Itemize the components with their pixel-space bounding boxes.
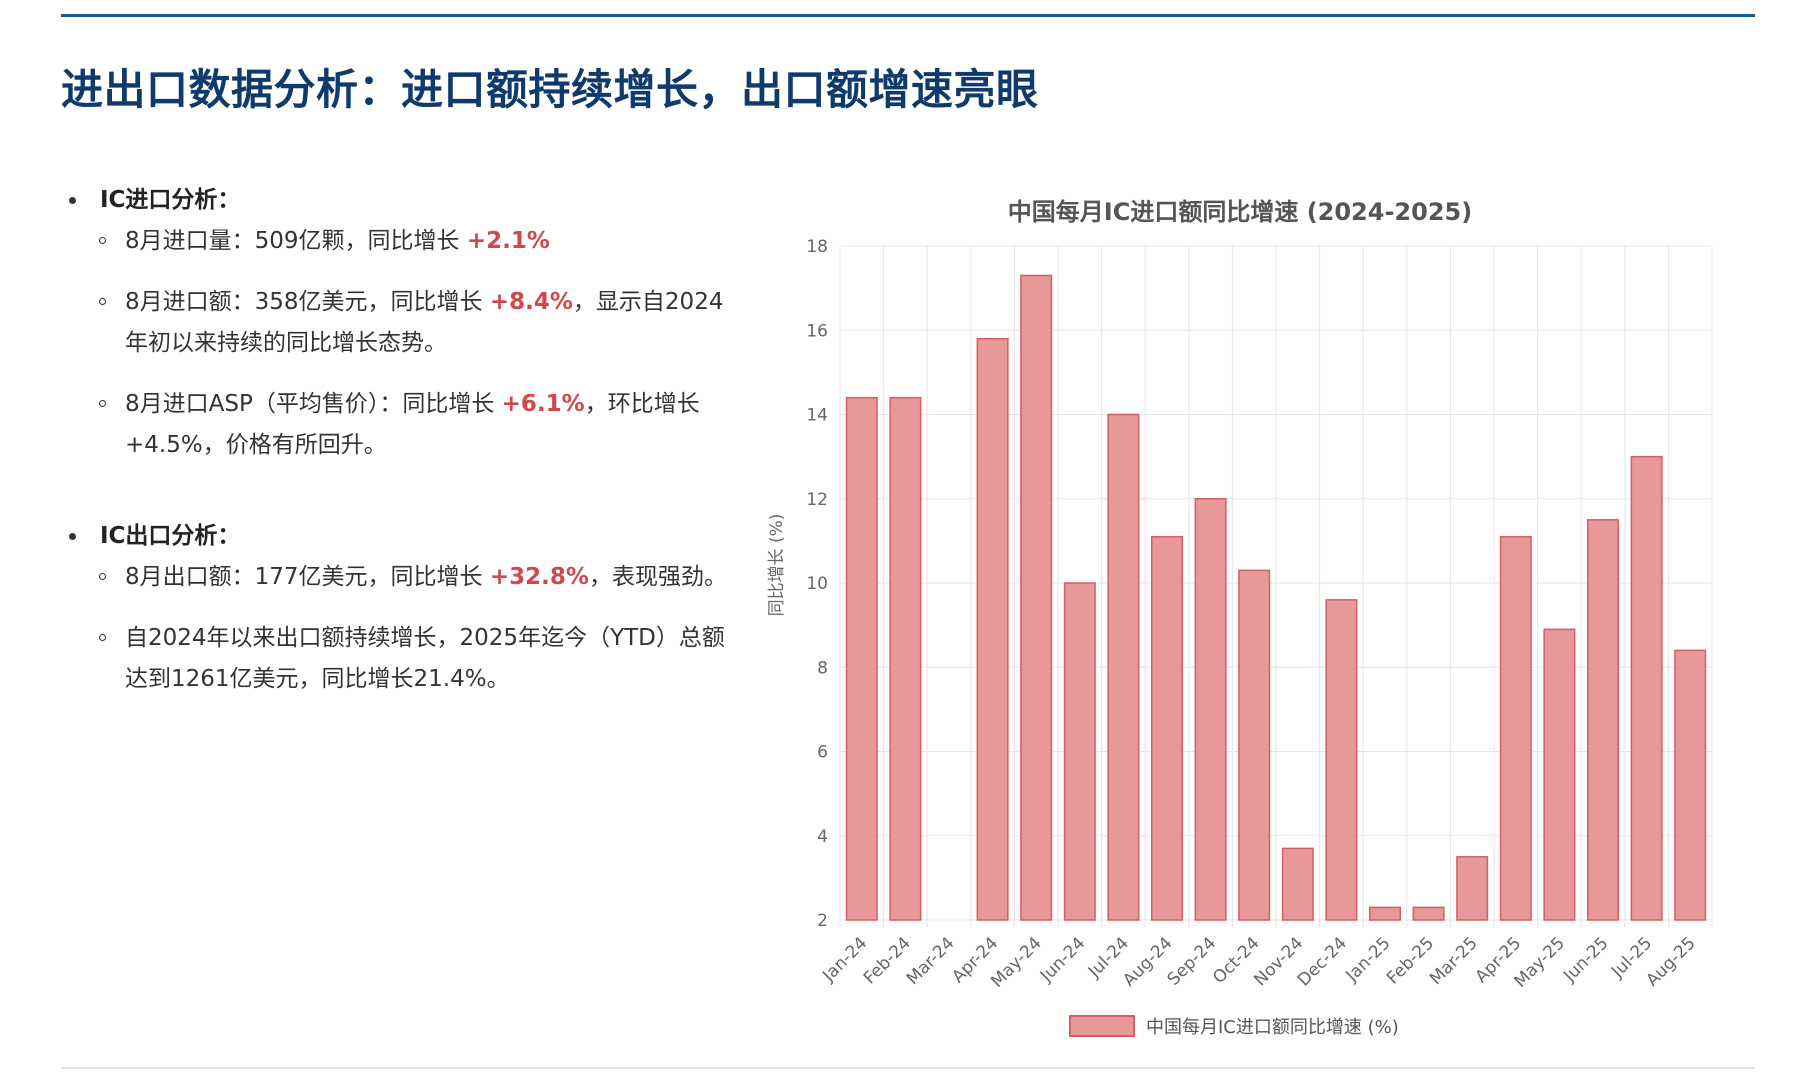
y-axis-label: 同比增长 (%) (767, 514, 787, 617)
bar (1543, 628, 1576, 921)
y-tick-label: 18 (806, 237, 828, 257)
y-tick-label: 16 (806, 321, 828, 341)
bar (1368, 906, 1402, 921)
legend-label: 中国每月IC进口额同比增速 (%) (1146, 1017, 1399, 1038)
list-item: 自2024年以来出口额持续增长，2025年迄今（YTD）总额达到1261亿美元，… (93, 618, 741, 700)
y-tick-label: 2 (817, 911, 828, 931)
export-heading: IC出口分析： (61, 516, 741, 557)
legend-swatch (1069, 1015, 1135, 1037)
x-tick-label: Feb-24 (860, 933, 915, 988)
bar (1107, 413, 1140, 921)
export-list: 8月出口额：177亿美元，同比增长 +32.8%，表现强劲。 自2024年以来出… (61, 557, 741, 700)
top-divider (61, 14, 1755, 17)
export-section: IC出口分析： 8月出口额：177亿美元，同比增长 +32.8%，表现强劲。 自… (61, 516, 741, 700)
x-tick-label: Mar-24 (903, 933, 959, 989)
bar (1020, 274, 1053, 921)
y-tick-label: 12 (806, 490, 828, 510)
bar (976, 337, 1009, 921)
bar (1674, 649, 1707, 921)
list-item: 8月出口额：177亿美元，同比增长 +32.8%，表现强劲。 (93, 557, 741, 598)
list-item: 8月进口量：509亿颗，同比增长 +2.1% (93, 221, 741, 262)
import-heading-text: IC进口分析： (100, 187, 241, 213)
y-tick-label: 14 (806, 406, 828, 426)
x-tick-label: Feb-25 (1383, 933, 1438, 988)
bullet-dot-icon (69, 197, 76, 204)
bar-layer (845, 274, 1707, 921)
import-list: 8月进口量：509亿颗，同比增长 +2.1% 8月进口额：358亿美元，同比增长… (61, 221, 741, 466)
list-item: 8月进口额：358亿美元，同比增长 +8.4%，显示自2024年初以来持续的同比… (93, 282, 741, 364)
x-axis-ticks: Jan-24Feb-24Mar-24Apr-24May-24Jun-24Jul-… (818, 933, 1699, 991)
circle-bullet-icon (99, 573, 106, 580)
item-text-tail: ，环比增长+4.5%，价格有所回升。 (125, 391, 700, 458)
bar (1499, 535, 1532, 921)
item-highlight: +32.8% (489, 564, 589, 590)
y-tick-label: 8 (817, 658, 828, 678)
bar (1630, 455, 1663, 921)
bar (1456, 856, 1489, 921)
bar (1586, 519, 1620, 921)
item-text: 8月进口ASP（平均售价）：同比增长 (125, 391, 502, 417)
bar (1150, 535, 1184, 921)
item-text: 8月出口额：177亿美元，同比增长 (125, 564, 490, 590)
chart-svg: 中国每月IC进口额同比增速 (2024-2025) 2 4 6 8 10 12 14 16 18… (767, 198, 1713, 1038)
x-tick-label: Aug-25 (1642, 933, 1699, 990)
bar (1412, 906, 1445, 921)
circle-bullet-icon (99, 634, 106, 641)
x-tick-label: Aug-24 (1119, 933, 1176, 990)
bullet-dot-icon (69, 533, 76, 540)
x-tick-label: Mar-25 (1426, 933, 1482, 989)
item-highlight: +2.1% (466, 228, 550, 254)
x-tick-label: Sep-24 (1164, 933, 1220, 989)
item-highlight: +6.1% (501, 391, 585, 417)
analysis-panel: IC进口分析： 8月进口量：509亿颗，同比增长 +2.1% 8月进口额：358… (61, 180, 741, 700)
item-text: 8月进口额：358亿美元，同比增长 (125, 289, 490, 315)
item-text: 自2024年以来出口额持续增长，2025年迄今（YTD）总额达到1261亿美元，… (125, 625, 725, 692)
bar (889, 396, 922, 921)
legend: 中国每月IC进口额同比增速 (%) (1069, 1015, 1399, 1038)
bar (1194, 498, 1227, 921)
y-axis-ticks: 2 4 6 8 10 12 14 16 18 (806, 237, 828, 931)
import-heading: IC进口分析： (61, 180, 741, 221)
y-tick-label: 6 (817, 743, 828, 763)
x-tick-label: Jun-25 (1559, 933, 1612, 986)
bar (1238, 569, 1271, 921)
y-tick-label: 10 (806, 574, 828, 594)
item-text-tail: ，表现强劲。 (588, 564, 727, 590)
circle-bullet-icon (99, 298, 106, 305)
item-text: 8月进口量：509亿颗，同比增长 (125, 228, 467, 254)
import-section: IC进口分析： 8月进口量：509亿颗，同比增长 +2.1% 8月进口额：358… (61, 180, 741, 466)
bar (845, 396, 878, 921)
list-item: 8月进口ASP（平均售价）：同比增长 +6.1%，环比增长+4.5%，价格有所回… (93, 384, 741, 466)
page-title: 进出口数据分析：进口额持续增长，出口额增速亮眼 (61, 65, 1039, 114)
grid-layer (839, 245, 1713, 928)
bar (1281, 847, 1314, 921)
export-heading-text: IC出口分析： (100, 523, 241, 549)
bar-chart: 中国每月IC进口额同比增速 (2024-2025) 2 4 6 8 10 12 14 16 18… (760, 180, 1760, 1050)
bar (1325, 599, 1358, 921)
x-tick-label: Dec-24 (1294, 933, 1351, 990)
item-highlight: +8.4% (489, 289, 573, 315)
x-tick-label: Jun-24 (1036, 933, 1089, 986)
bar (1063, 582, 1096, 921)
bottom-divider (61, 1067, 1755, 1069)
item-text-tail: ，显示自2024年初以来持续的同比增长态势。 (125, 289, 724, 356)
circle-bullet-icon (99, 237, 106, 244)
y-tick-label: 4 (817, 827, 828, 847)
chart-title: 中国每月IC进口额同比增速 (2024-2025) (1008, 198, 1472, 226)
circle-bullet-icon (99, 400, 106, 407)
